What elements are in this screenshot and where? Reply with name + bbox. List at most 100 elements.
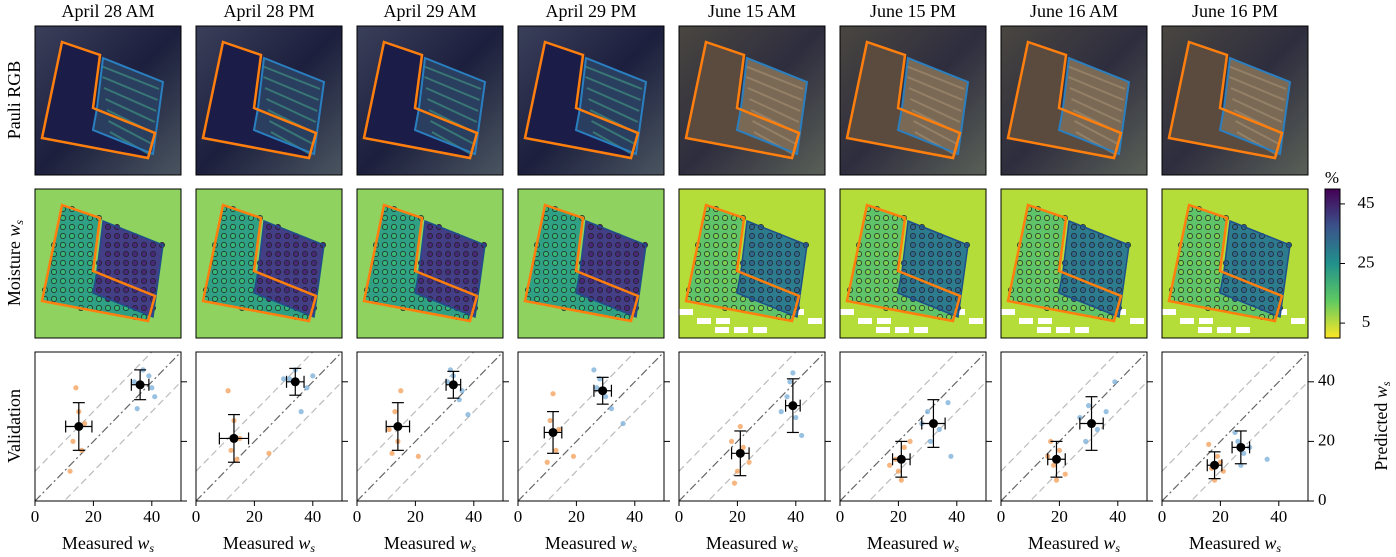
sample-dot: [239, 260, 245, 266]
colorbar-tick-label: 5: [1362, 312, 1371, 331]
sample-dot: [874, 260, 880, 266]
sample-dot: [624, 251, 630, 257]
sample-dot: [311, 269, 317, 275]
sample-dot: [1044, 251, 1050, 257]
sample-dot: [69, 287, 75, 293]
sample-dot: [579, 296, 585, 302]
sample-dot: [275, 287, 281, 293]
sample-dot: [230, 269, 236, 275]
sample-dot: [221, 296, 227, 302]
field-a-outline: [845, 203, 962, 323]
sample-dot: [624, 296, 630, 302]
sample-dot: [767, 251, 773, 257]
plot-area: [518, 352, 664, 501]
sample-dot: [633, 242, 639, 248]
stripe: [588, 98, 639, 123]
sample-dot: [1214, 278, 1220, 284]
sample-dot: [1214, 224, 1220, 230]
sample-dot: [239, 233, 245, 239]
sample-dot: [150, 269, 156, 275]
sample-dot: [105, 242, 111, 248]
sample-dot: [937, 269, 943, 275]
sample-dot: [1196, 224, 1202, 230]
scatter-point: [389, 450, 395, 456]
sample-dot: [409, 251, 415, 257]
column-title: June 15 PM: [870, 1, 956, 21]
pauli-image: [35, 26, 181, 175]
sample-dot: [266, 233, 272, 239]
sample-dot: [937, 260, 943, 266]
sample-dot: [588, 278, 594, 284]
sample-dot: [382, 296, 388, 302]
sample-dot: [1080, 233, 1086, 239]
sample-dot: [311, 278, 317, 284]
field-a-outline: [1006, 40, 1123, 160]
scatter-point: [1056, 447, 1062, 453]
field-a-outline: [684, 40, 801, 160]
sample-dot: [266, 269, 272, 275]
scatter-point: [398, 388, 404, 394]
sample-dot: [1268, 305, 1274, 311]
sample-dot: [1241, 242, 1247, 248]
one-to-one-line: [679, 352, 825, 501]
sample-dot: [436, 233, 442, 239]
sample-dot: [1026, 269, 1032, 275]
sample-dot: [1071, 287, 1077, 293]
sample-dot: [1062, 305, 1068, 311]
scatter-point: [70, 438, 76, 444]
sample-dot: [633, 269, 639, 275]
gap: [1217, 327, 1231, 333]
sample-dot: [1205, 269, 1211, 275]
stripe: [747, 87, 801, 112]
sample-dot: [704, 287, 710, 293]
sample-dot: [713, 260, 719, 266]
sample-dot: [785, 242, 791, 248]
sample-dot: [463, 305, 469, 311]
x-tick-label: 0: [31, 507, 40, 526]
sample-dot: [1017, 269, 1023, 275]
sample-dot: [409, 278, 415, 284]
sample-dot: [1089, 287, 1095, 293]
sample-dot: [427, 242, 433, 248]
sample-dot: [96, 296, 102, 302]
label-part: Measured: [867, 533, 942, 553]
label-part: s: [954, 541, 959, 555]
colorbar-tick-label: 25: [1358, 252, 1375, 271]
sample-dot: [373, 260, 379, 266]
x-axis-label: Measured ws: [384, 533, 477, 555]
sample-dot: [123, 269, 129, 275]
sample-dot: [865, 260, 871, 266]
sample-dot: [1187, 215, 1193, 221]
scatter-point: [608, 406, 615, 412]
colorbar-label: %: [1325, 168, 1339, 187]
one-to-one-line: [196, 352, 342, 501]
sample-dot: [731, 278, 737, 284]
sample-dot: [373, 287, 379, 293]
sample-dot: [1196, 242, 1202, 248]
sample-dot: [1241, 260, 1247, 266]
sample-dot: [60, 251, 66, 257]
sample-dot: [785, 278, 791, 284]
sample-dot: [749, 242, 755, 248]
sample-dot: [105, 260, 111, 266]
sample-dot: [382, 260, 388, 266]
sample-dot: [1017, 260, 1023, 266]
sample-dot: [713, 251, 719, 257]
field-b-outline: [736, 219, 808, 319]
label-part: Measured: [1028, 533, 1103, 553]
scatter-point: [82, 420, 88, 427]
sample-dot: [382, 215, 388, 221]
sample-dot: [901, 305, 907, 311]
sample-dot: [928, 242, 934, 248]
sample-dot: [391, 260, 397, 266]
sample-dot: [1107, 269, 1113, 275]
sample-dot: [1259, 260, 1265, 266]
scatter-point: [1214, 453, 1221, 459]
sample-dot: [248, 278, 254, 284]
sample-dot: [400, 269, 406, 275]
moisture-image: [1162, 189, 1308, 338]
sample-dot: [1035, 233, 1041, 239]
sample-dot: [248, 251, 254, 257]
sample-dot: [427, 305, 433, 311]
sample-dot: [60, 242, 66, 248]
